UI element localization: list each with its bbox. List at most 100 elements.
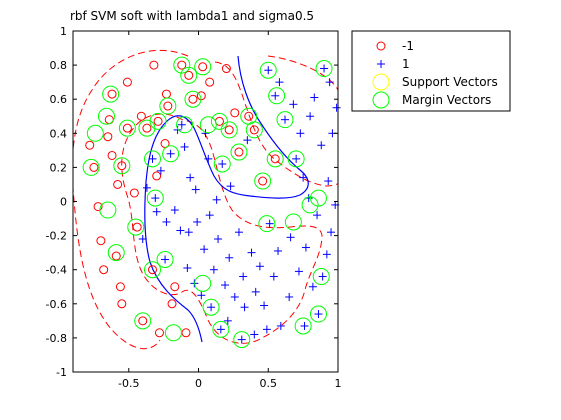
pos-point xyxy=(193,217,202,226)
pos-point xyxy=(260,301,269,310)
pos-point xyxy=(221,281,230,290)
neg-point xyxy=(132,222,142,232)
neg-point xyxy=(224,125,234,135)
legend-label: Margin Vectors xyxy=(402,93,491,107)
neg-point xyxy=(188,94,198,104)
neg-point xyxy=(122,77,132,87)
pos-point xyxy=(205,211,214,220)
pos-point xyxy=(151,194,160,203)
margin-vector xyxy=(202,298,220,316)
neg-point xyxy=(181,328,191,338)
pos-point xyxy=(230,292,239,301)
legend-label: Support Vectors xyxy=(402,75,498,89)
pos-point xyxy=(294,267,303,276)
pos-point xyxy=(142,183,151,192)
y-tick-label: 1 xyxy=(60,25,67,38)
neg-point xyxy=(136,111,146,121)
margin-vector xyxy=(309,189,327,207)
neg-point xyxy=(163,101,173,111)
y-tick-label: 0.6 xyxy=(50,93,68,106)
margin-vector xyxy=(144,150,161,168)
pos-point xyxy=(286,233,295,242)
pos-point xyxy=(317,141,326,150)
margin-line-inner xyxy=(121,113,323,344)
y-tick-label: 0 xyxy=(60,196,67,209)
margin-line-left xyxy=(73,49,189,350)
margin-vector xyxy=(97,107,115,125)
pos-point xyxy=(209,265,218,274)
neg-point xyxy=(221,64,231,74)
neg-point xyxy=(167,299,177,309)
neg-point xyxy=(99,265,109,275)
y-tick-label: -0.8 xyxy=(46,332,67,345)
pos-point xyxy=(207,303,216,312)
legend-marker xyxy=(372,91,390,109)
pos-point xyxy=(289,100,298,109)
neg-point xyxy=(103,132,113,142)
neg-point xyxy=(152,171,162,181)
neg-point xyxy=(117,161,127,171)
pos-point xyxy=(300,321,309,330)
legend-entry: -1 xyxy=(376,39,414,53)
pos-point xyxy=(271,91,280,100)
neg-point xyxy=(115,282,125,292)
neg-point xyxy=(170,282,180,292)
margin-vector xyxy=(212,320,230,338)
pos-point xyxy=(250,330,259,339)
decision-boundary xyxy=(144,55,309,343)
y-tick-label: -0.2 xyxy=(46,230,67,243)
pos-point xyxy=(327,228,336,237)
x-tick-label: 1 xyxy=(335,377,342,390)
pos-point xyxy=(262,325,271,334)
pos-point xyxy=(264,66,273,75)
y-tick-label: 0.4 xyxy=(50,127,68,140)
pos-point xyxy=(197,291,206,300)
pos-point xyxy=(184,228,193,237)
pos-point xyxy=(201,129,210,138)
pos-point xyxy=(148,154,157,163)
x-tick-label: 0 xyxy=(195,377,202,390)
pos-point xyxy=(325,78,334,87)
y-tick-label: -1 xyxy=(56,366,67,379)
neg-point xyxy=(138,316,148,326)
neg-point xyxy=(111,251,121,261)
pos-point xyxy=(332,103,341,112)
margin-vector xyxy=(159,97,177,115)
margin-vector xyxy=(210,112,228,130)
pos-point xyxy=(212,195,221,204)
legend-entry: 1 xyxy=(377,57,410,71)
pos-point xyxy=(301,243,310,252)
pos-point xyxy=(247,248,256,257)
pos-point xyxy=(176,226,185,235)
neg-point xyxy=(184,70,194,80)
pos-point xyxy=(170,206,179,215)
pos-point xyxy=(225,253,234,262)
neg-point xyxy=(113,179,123,189)
margin-vector xyxy=(149,112,167,130)
neg-point xyxy=(85,140,95,150)
pos-point xyxy=(186,173,195,182)
x-tick-label: 0.5 xyxy=(260,377,278,390)
neg-point xyxy=(96,236,106,246)
y-tick-label: -0.4 xyxy=(46,264,67,277)
neg-point xyxy=(117,299,127,309)
margin-vector xyxy=(315,60,333,78)
margin-vector xyxy=(258,215,276,233)
margin-vector xyxy=(173,56,191,74)
axis-ticks: -0.5 0 0.5 1 -1 -0.8 -0.6 -0.4 -0.2 0 0.2 0.4 0.6 0.8… xyxy=(46,25,342,390)
margin-vector xyxy=(309,305,327,323)
neg-point xyxy=(122,123,132,133)
pos-point xyxy=(306,112,315,121)
margin-vector xyxy=(162,145,180,163)
pos-point xyxy=(275,78,284,87)
pos-point xyxy=(299,173,308,182)
neg-point xyxy=(148,265,157,275)
pos-point xyxy=(161,255,170,264)
positive-class-points xyxy=(138,64,341,344)
pos-point xyxy=(285,292,294,301)
legend-entry: Support Vectors xyxy=(372,73,498,91)
margin-vector xyxy=(230,143,248,161)
pos-point xyxy=(138,235,147,244)
pos-point xyxy=(239,272,248,281)
pos-point xyxy=(156,166,165,175)
